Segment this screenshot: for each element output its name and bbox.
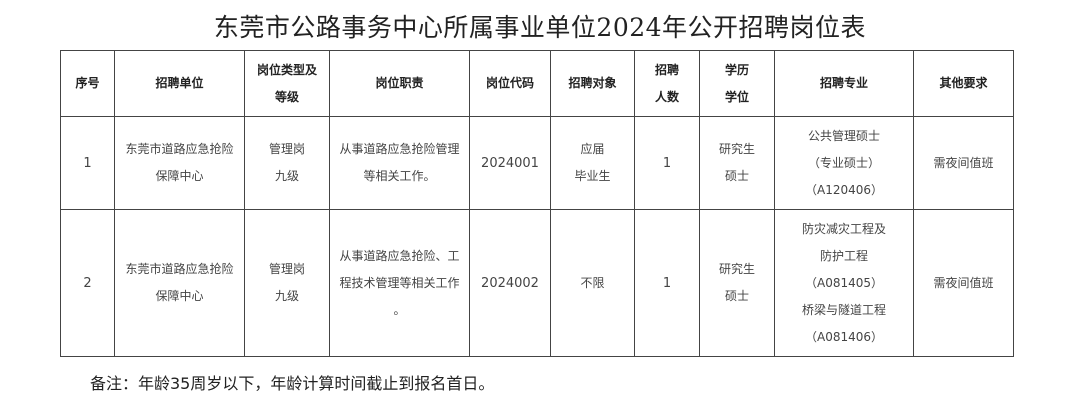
table-cell: 2 — [60, 209, 115, 357]
header-cell: 招聘对象 — [550, 50, 635, 117]
table-cell: 1 — [634, 116, 700, 210]
table-cell: 东莞市道路应急抢险 保障中心 — [114, 116, 245, 210]
header-cell: 岗位职责 — [329, 50, 470, 117]
table-cell: 公共管理硕士 （专业硕士） （A120406） — [774, 116, 914, 210]
table-cell: 研究生 硕士 — [699, 209, 775, 357]
table-cell: 研究生 硕士 — [699, 116, 775, 210]
table-cell: 东莞市道路应急抢险 保障中心 — [114, 209, 245, 357]
table-cell: 防灾减灾工程及 防护工程 （A081405） 桥梁与隧道工程 （A081406） — [774, 209, 914, 357]
table-cell: 从事道路应急抢险管理 等相关工作。 — [329, 116, 470, 210]
footnote: 备注：年龄35周岁以下，年龄计算时间截止到报名首日。 — [90, 374, 495, 393]
header-cell: 岗位类型及 等级 — [244, 50, 330, 117]
table-cell: 不限 — [550, 209, 635, 357]
table-cell: 1 — [634, 209, 700, 357]
header-cell: 序号 — [60, 50, 115, 117]
table-header-row: 序号 招聘单位 岗位类型及 等级 岗位职责 岗位代码 招聘对象 招聘 人数 学历… — [60, 50, 1014, 117]
recruitment-table: 序号 招聘单位 岗位类型及 等级 岗位职责 岗位代码 招聘对象 招聘 人数 学历… — [60, 50, 1014, 357]
table-cell: 从事道路应急抢险、工 程技术管理等相关工作 。 — [329, 209, 470, 357]
table-cell: 管理岗 九级 — [244, 116, 330, 210]
table-row: 1 东莞市道路应急抢险 保障中心 管理岗 九级 从事道路应急抢险管理 等相关工作… — [60, 116, 1014, 210]
table-cell: 需夜间值班 — [913, 116, 1014, 210]
table-cell: 应届 毕业生 — [550, 116, 635, 210]
table-cell: 1 — [60, 116, 115, 210]
header-cell: 其他要求 — [913, 50, 1014, 117]
table-cell: 管理岗 九级 — [244, 209, 330, 357]
header-cell: 招聘专业 — [774, 50, 914, 117]
page-title: 东莞市公路事务中心所属事业单位2024年公开招聘岗位表 — [213, 13, 867, 42]
table-row: 2 东莞市道路应急抢险 保障中心 管理岗 九级 从事道路应急抢险、工 程技术管理… — [60, 209, 1014, 357]
table-cell: 需夜间值班 — [913, 209, 1014, 357]
header-cell: 招聘 人数 — [634, 50, 700, 117]
header-cell: 岗位代码 — [469, 50, 551, 117]
table-cell: 2024002 — [469, 209, 551, 357]
table-cell: 2024001 — [469, 116, 551, 210]
header-cell: 学历 学位 — [699, 50, 775, 117]
header-cell: 招聘单位 — [114, 50, 245, 117]
